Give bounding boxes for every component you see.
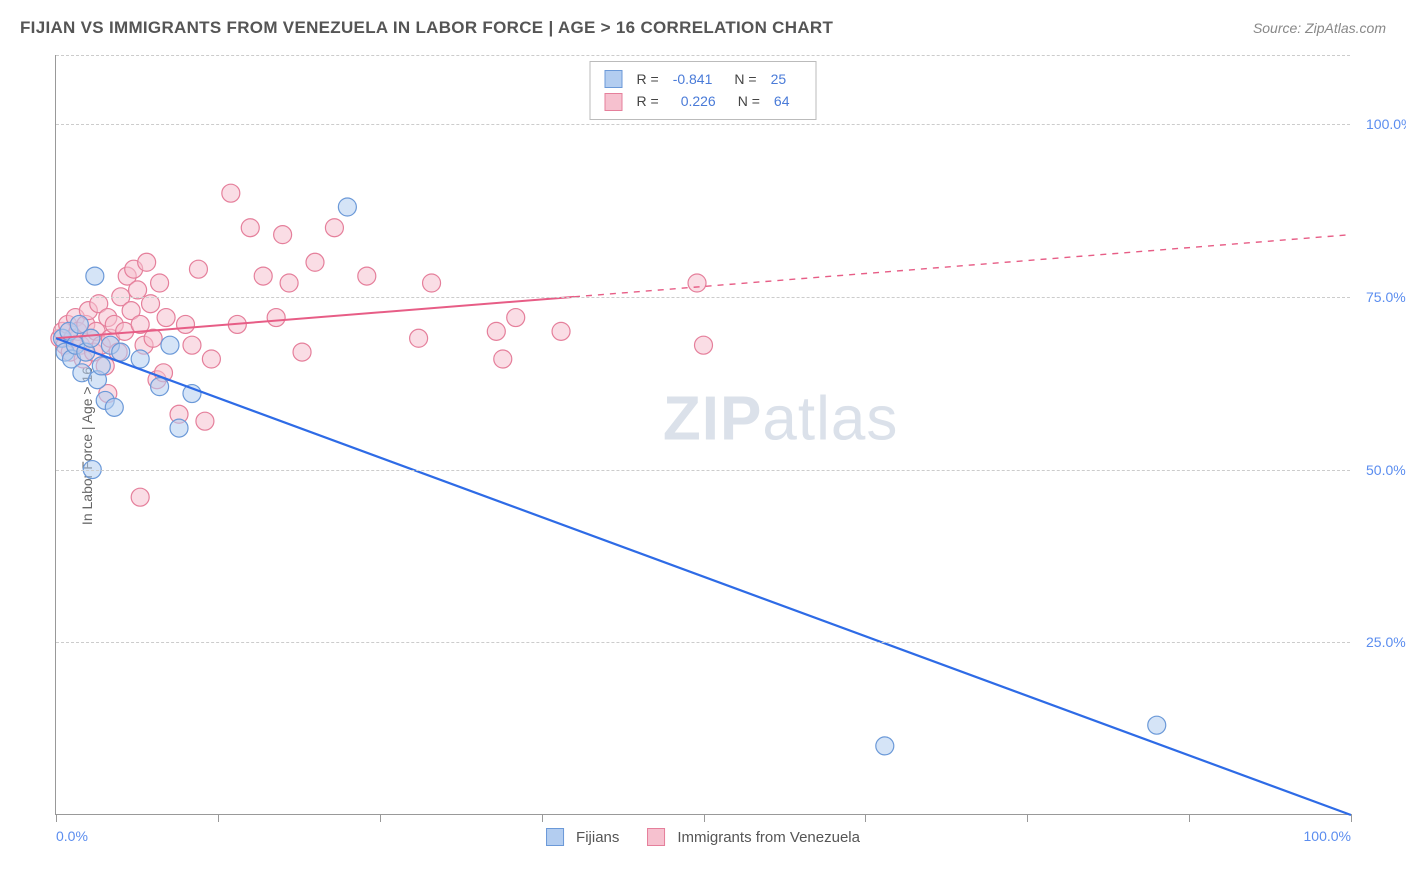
swatch-venezuela-icon bbox=[605, 93, 623, 111]
gridline bbox=[56, 470, 1350, 471]
legend-item-venezuela: Immigrants from Venezuela bbox=[647, 828, 860, 846]
title-bar: FIJIAN VS IMMIGRANTS FROM VENEZUELA IN L… bbox=[20, 18, 1386, 38]
series-legend: Fijians Immigrants from Venezuela bbox=[546, 828, 860, 846]
r-label: R = bbox=[637, 68, 659, 90]
correlation-row-2: R = 0.226 N = 64 bbox=[605, 90, 802, 112]
chart-title: FIJIAN VS IMMIGRANTS FROM VENEZUELA IN L… bbox=[20, 18, 833, 38]
xtick bbox=[1027, 814, 1028, 822]
source-label: Source: ZipAtlas.com bbox=[1253, 20, 1386, 36]
legend-label-venezuela: Immigrants from Venezuela bbox=[677, 829, 860, 846]
ytick-label: 100.0% bbox=[1354, 116, 1406, 132]
gridline bbox=[56, 642, 1350, 643]
legend-label-fijians: Fijians bbox=[576, 829, 619, 846]
correlation-legend: R = -0.841 N = 25 R = 0.226 N = 64 bbox=[590, 61, 817, 120]
ytick-label: 50.0% bbox=[1354, 462, 1406, 478]
gridline bbox=[56, 124, 1350, 125]
xtick-label: 100.0% bbox=[1304, 828, 1351, 844]
xtick-label: 0.0% bbox=[56, 828, 88, 844]
correlation-row-1: R = -0.841 N = 25 bbox=[605, 68, 802, 90]
n-value-2: 64 bbox=[774, 90, 790, 112]
xtick bbox=[218, 814, 219, 822]
ytick-label: 75.0% bbox=[1354, 289, 1406, 305]
gridline bbox=[56, 297, 1350, 298]
swatch-venezuela-icon bbox=[647, 828, 665, 846]
xtick bbox=[1189, 814, 1190, 822]
swatch-fijians-icon bbox=[546, 828, 564, 846]
plot-area: ZIPatlas R = -0.841 N = 25 R = 0.226 N =… bbox=[55, 55, 1350, 815]
chart-container: FIJIAN VS IMMIGRANTS FROM VENEZUELA IN L… bbox=[0, 0, 1406, 892]
n-value-1: 25 bbox=[771, 68, 787, 90]
xtick bbox=[865, 814, 866, 822]
ytick-label: 25.0% bbox=[1354, 634, 1406, 650]
n-label: N = bbox=[734, 68, 756, 90]
swatch-fijians-icon bbox=[605, 70, 623, 88]
chart-svg bbox=[56, 55, 1350, 814]
xtick bbox=[1351, 814, 1352, 822]
xtick bbox=[704, 814, 705, 822]
legend-item-fijians: Fijians bbox=[546, 828, 619, 846]
gridline bbox=[56, 55, 1350, 56]
r-label: R = bbox=[637, 90, 659, 112]
xtick bbox=[380, 814, 381, 822]
r-value-1: -0.841 bbox=[673, 68, 713, 90]
xtick bbox=[542, 814, 543, 822]
xtick bbox=[56, 814, 57, 822]
r-value-2: 0.226 bbox=[681, 90, 716, 112]
n-label: N = bbox=[738, 90, 760, 112]
